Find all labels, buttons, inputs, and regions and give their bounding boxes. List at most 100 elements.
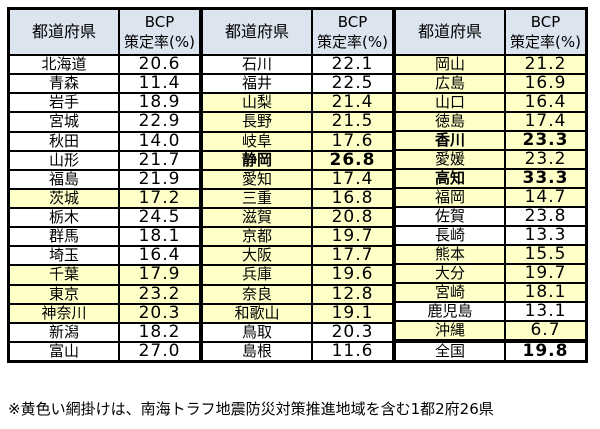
bcp-rate-cell: 23.2 [504,149,587,170]
table-row: 福島 21.9 [8,168,201,190]
bcp-rate-cell: 19.8 [504,339,587,362]
prefecture-name-cell: 千葉 [8,264,120,286]
prefecture-name-cell: 宮城 [8,111,120,133]
bcp-rate-cell: 17.4 [504,111,587,132]
prefecture-name-cell: 佐賀 [394,206,506,227]
table-row: 和歌山 19.1 [201,302,394,324]
table-row: 熊本 15.5 [394,244,587,265]
header-bcp-line1: BCP [337,13,368,31]
table-row: 沖縄 6.7 [394,320,587,342]
bcp-rate-cell: 24.5 [118,206,201,229]
bcp-rate-cell: 21.5 [311,111,394,133]
bcp-rate-cell: 17.2 [118,187,201,210]
header-bcp-line2: 策定率(%) [317,33,388,51]
prefecture-name-cell: 高知 [394,168,506,189]
prefecture-name-cell: 山梨 [201,92,313,114]
prefecture-name-cell: 山口 [394,92,506,113]
prefecture-name-cell: 和歌山 [201,302,313,324]
table-row: 岩手 18.9 [8,92,201,114]
column-header-prefecture: 都道府県 [201,8,313,56]
bcp-rate-cell: 26.8 [311,149,394,171]
bcp-rate-cell: 21.4 [311,92,394,114]
header-bcp-line2: 策定率(%) [124,33,195,51]
bcp-rate-cell: 20.6 [118,53,201,76]
prefecture-name-cell: 富山 [8,340,120,363]
prefecture-bcp-table: 都道府県 BCP 策定率(%) 北海道 20.6 青森 11.4 岩手 18.9 宮城 22.9… [7,7,588,363]
bcp-rate-cell: 19.1 [311,302,394,324]
prefecture-name-cell: 兵庫 [201,264,313,286]
column-header-bcp-rate: BCP 策定率(%) [311,8,394,56]
prefecture-name-cell: 香川 [394,130,506,151]
total-row: 全国 19.8 [394,339,587,362]
prefecture-name-cell: 神奈川 [8,302,120,324]
header-row: 都道府県 BCP 策定率(%) [394,8,587,56]
table-row: 栃木 24.5 [8,206,201,229]
prefecture-name-cell: 新潟 [8,321,120,343]
bcp-rate-cell: 18.9 [118,92,201,114]
bcp-rate-cell: 17.6 [311,130,394,152]
prefecture-name-cell: 石川 [201,53,313,76]
prefecture-name-cell: 鹿児島 [394,301,506,322]
prefecture-name-cell: 三重 [201,187,313,210]
bcp-rate-cell: 16.8 [311,187,394,210]
table-row: 大分 19.7 [394,263,587,284]
column-header-prefecture: 都道府県 [8,8,120,56]
prefecture-name-cell: 宮崎 [394,282,506,303]
bcp-rate-cell: 17.7 [311,245,394,267]
table-row: 群馬 18.1 [8,226,201,248]
table-row: 静岡 26.8 [201,149,394,171]
prefecture-name-cell: 熊本 [394,244,506,265]
column-header-bcp-rate: BCP 策定率(%) [504,8,587,56]
bcp-rate-cell: 14.7 [504,187,587,208]
table-row: 広島 16.9 [394,73,587,94]
header-bcp-line1: BCP [530,13,561,31]
table-row: 兵庫 19.6 [201,264,394,286]
table-row: 三重 16.8 [201,187,394,210]
table-row: 山梨 21.4 [201,92,394,114]
prefecture-name-cell: 栃木 [8,206,120,229]
table-row: 富山 27.0 [8,340,201,363]
table-row: 千葉 17.9 [8,264,201,286]
bcp-rate-cell: 12.8 [311,283,394,305]
prefecture-name-cell: 群馬 [8,226,120,248]
table-row: 徳島 17.4 [394,111,587,132]
table-row: 岐阜 17.6 [201,130,394,152]
column-header-prefecture: 都道府県 [394,8,506,56]
prefecture-name-cell: 岐阜 [201,130,313,152]
header-row: 都道府県 BCP 策定率(%) [201,8,394,56]
header-bcp-line1: BCP [144,13,175,31]
prefecture-name-cell: 福井 [201,73,313,95]
table-row: 北海道 20.6 [8,53,201,76]
table-row: 滋賀 20.8 [201,206,394,229]
prefecture-name-cell: 東京 [8,283,120,305]
prefecture-name-cell: 大阪 [201,245,313,267]
table-row: 秋田 14.0 [8,130,201,152]
bcp-rate-cell: 23.3 [504,130,587,151]
prefecture-name-cell: 北海道 [8,53,120,76]
table-row: 高知 33.3 [394,168,587,189]
table-row: 東京 23.2 [8,283,201,305]
prefecture-name-cell: 静岡 [201,149,313,171]
prefecture-name-cell: 埼玉 [8,245,120,267]
prefecture-name-cell: 茨城 [8,187,120,210]
table-row: 福岡 14.7 [394,187,587,208]
prefecture-name-cell: 愛知 [201,168,313,190]
bcp-rate-cell: 13.1 [504,301,587,322]
prefecture-name-cell: 大分 [394,263,506,284]
table-row: 山形 21.7 [8,149,201,171]
bcp-rate-cell: 18.1 [504,282,587,303]
column-header-bcp-rate: BCP 策定率(%) [118,8,201,56]
bcp-rate-cell: 20.3 [118,302,201,324]
prefecture-name-cell: 沖縄 [394,320,506,342]
table-row: 石川 22.1 [201,53,394,76]
table-row: 新潟 18.2 [8,321,201,343]
prefecture-name-cell: 岩手 [8,92,120,114]
prefecture-name-cell: 奈良 [201,283,313,305]
table-row: 愛知 17.4 [201,168,394,190]
bcp-rate-cell: 22.1 [311,53,394,76]
table-row: 香川 23.3 [394,130,587,151]
table-row: 岡山 21.2 [394,54,587,75]
table-row: 佐賀 23.8 [394,206,587,227]
bcp-rate-cell: 6.7 [504,320,587,342]
prefecture-name-cell: 長野 [201,111,313,133]
